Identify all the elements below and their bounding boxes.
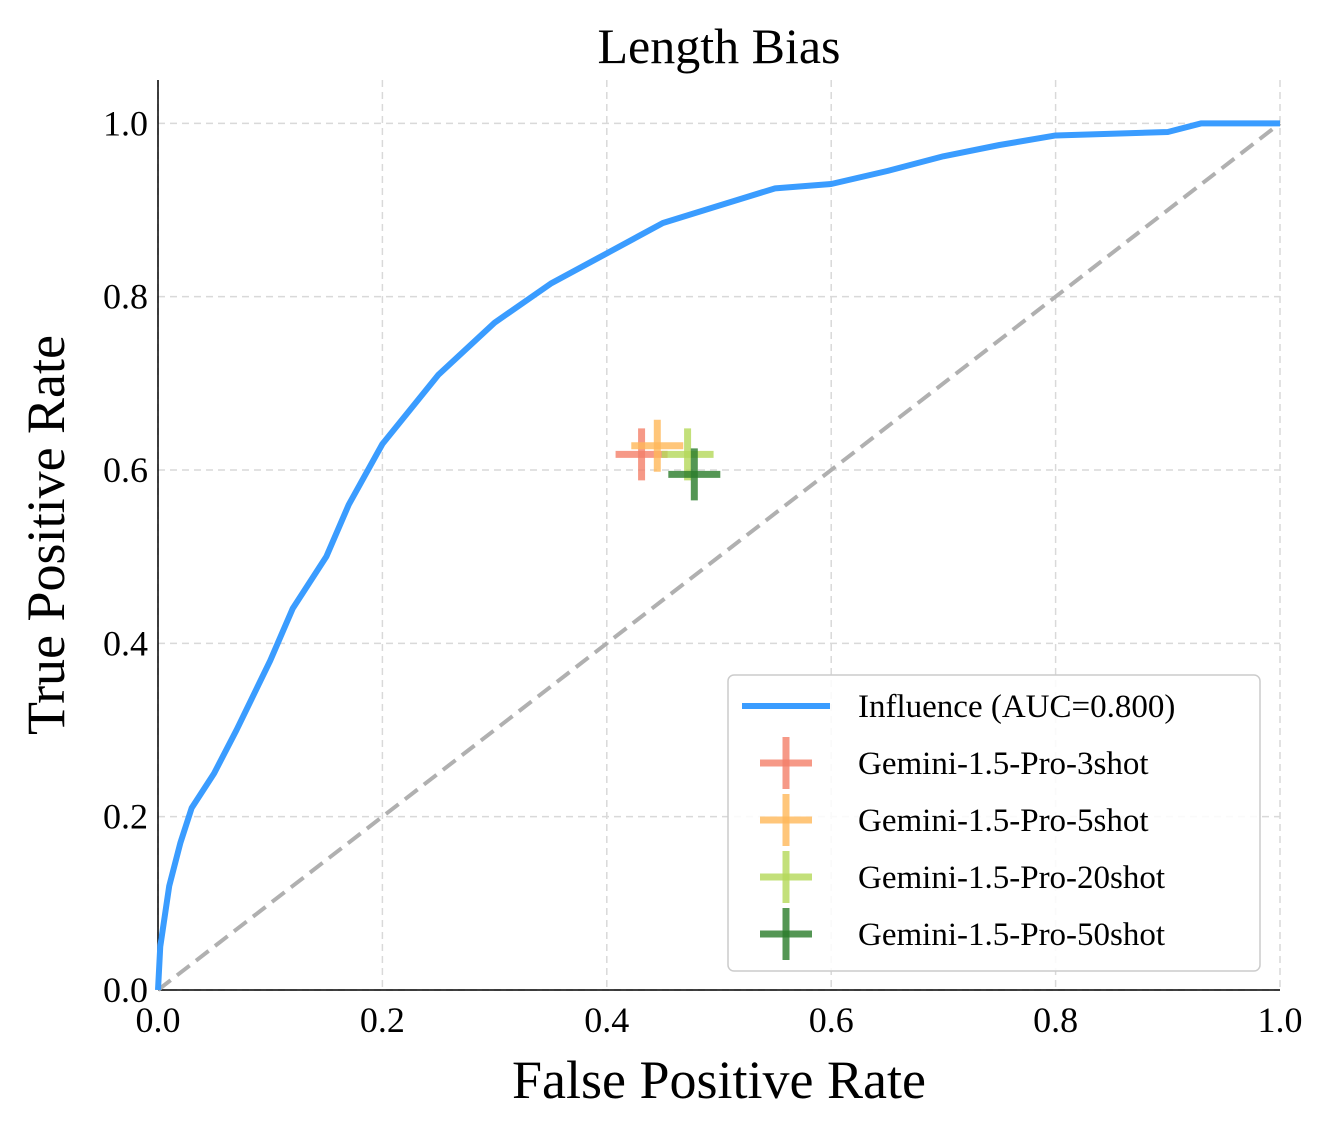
x-axis-label: False Positive Rate <box>512 1050 926 1110</box>
x-tick-label: 1.0 <box>1258 1000 1303 1040</box>
legend-label: Gemini-1.5-Pro-50shot <box>858 917 1165 953</box>
x-tick-label: 0.0 <box>136 1000 181 1040</box>
y-tick-label: 0.6 <box>103 450 148 490</box>
legend-swatch <box>760 794 812 846</box>
legend-swatch <box>760 737 812 789</box>
y-tick-label: 0.2 <box>103 797 148 837</box>
x-tick-label: 0.2 <box>360 1000 405 1040</box>
scatter-point <box>668 448 721 501</box>
y-tick-label: 0.0 <box>103 970 148 1010</box>
legend-label: Gemini-1.5-Pro-20shot <box>858 860 1165 896</box>
legend-label: Gemini-1.5-Pro-3shot <box>858 746 1149 782</box>
legend-label: Gemini-1.5-Pro-5shot <box>858 803 1149 839</box>
y-tick-label: 1.0 <box>103 103 148 143</box>
legend-swatch <box>760 908 812 960</box>
reference-line <box>156 121 1282 992</box>
roc-line <box>155 120 1280 991</box>
x-tick-label: 0.4 <box>584 1000 629 1040</box>
y-tick-label: 0.4 <box>103 623 148 663</box>
y-tick-label: 0.8 <box>103 277 148 317</box>
y-axis-label: True Positive Rate <box>16 335 76 735</box>
x-tick-label: 0.8 <box>1033 1000 1078 1040</box>
legend-swatch <box>760 851 812 903</box>
legend-label: Influence (AUC=0.800) <box>858 689 1175 725</box>
chart-title: Length Bias <box>597 18 840 74</box>
legend-box <box>727 674 1261 972</box>
x-tick-label: 0.6 <box>809 1000 854 1040</box>
scatter-point <box>631 419 684 472</box>
